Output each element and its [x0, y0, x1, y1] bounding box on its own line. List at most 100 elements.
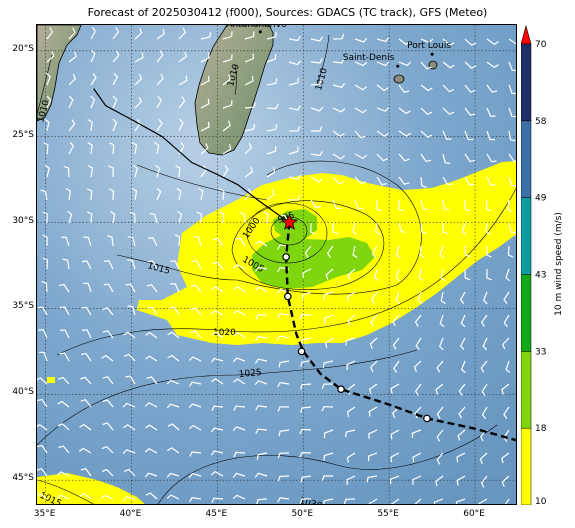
wind-barb	[371, 291, 378, 304]
lon-tick-45: 45°E	[205, 509, 228, 519]
wind-barb	[486, 84, 498, 93]
wind-barb	[464, 153, 476, 163]
wind-barb	[212, 238, 224, 247]
wind-barb	[288, 35, 301, 42]
wind-barb	[482, 337, 488, 351]
wind-barb	[254, 286, 268, 293]
wind-barb	[222, 120, 231, 132]
wind-barb	[37, 444, 48, 454]
wind-barb	[288, 194, 301, 201]
reunion-island	[393, 74, 405, 84]
forecast-position-4[interactable]	[337, 385, 345, 393]
forecast-position-3[interactable]	[297, 347, 306, 356]
wind-barb	[390, 452, 400, 463]
wind-barb	[263, 211, 269, 224]
colorbar-tick-58: 58	[535, 117, 547, 127]
wind-barb	[277, 381, 290, 388]
wind-barb	[266, 78, 278, 86]
wind-barb	[80, 468, 92, 477]
wind-barb	[501, 383, 510, 395]
wind-barb	[368, 383, 378, 395]
wind-barb	[144, 472, 158, 478]
wind-barb	[300, 383, 312, 390]
storm-center-star[interactable]	[280, 213, 299, 230]
wind-area-33	[252, 235, 375, 289]
wind-barb	[310, 106, 324, 112]
wind-barb	[420, 84, 433, 92]
wind-barb	[133, 164, 139, 178]
wind-barb	[86, 188, 93, 201]
wind-barb	[288, 105, 302, 111]
wind-barb	[191, 260, 202, 270]
lat-tick-40: 40°S	[12, 387, 34, 398]
wind-barb	[38, 329, 48, 339]
wind-barb	[244, 53, 254, 63]
wind-barb	[103, 283, 114, 293]
wind-barb	[300, 475, 312, 483]
wind-barb	[102, 330, 114, 339]
wind-barb	[442, 38, 455, 46]
wind-barb	[233, 451, 246, 458]
wind-barb	[68, 27, 76, 40]
wind-barb	[56, 471, 70, 477]
wind-barb	[101, 468, 114, 477]
colorbar-tick-49: 49	[535, 194, 547, 204]
wind-barb	[332, 33, 345, 40]
wind-barb	[508, 38, 516, 45]
wind-barb	[310, 78, 322, 86]
wind-barb	[398, 153, 410, 162]
wind-barb	[288, 174, 302, 180]
wind-barb	[232, 494, 246, 500]
wind-barb	[324, 337, 334, 349]
wind-barb	[80, 352, 92, 362]
wind-barb	[167, 354, 180, 362]
forecast-position-5[interactable]	[423, 414, 431, 423]
wind-barb	[323, 291, 334, 300]
wind-barb	[108, 188, 115, 201]
wind-barb	[87, 142, 93, 155]
wind-barb	[244, 31, 255, 40]
wind-barb	[354, 84, 367, 91]
wind-barb	[170, 283, 180, 293]
wind-barb	[366, 475, 378, 483]
wind-barb	[436, 406, 444, 419]
wind-barb	[442, 61, 455, 69]
wind-barb	[39, 351, 48, 362]
wind-barb	[352, 222, 358, 236]
wind-barb	[442, 153, 451, 164]
wind-barb	[79, 492, 92, 500]
wind-barb	[507, 199, 513, 212]
colorbar-segment-58-70	[521, 43, 532, 122]
isobar-1020	[56, 188, 516, 356]
wind-barb	[59, 329, 70, 339]
wind-barb	[211, 378, 224, 385]
isobar-1000	[246, 202, 328, 264]
wind-barb	[508, 107, 516, 118]
wind-barb	[188, 424, 202, 431]
wind-barb	[169, 306, 180, 316]
wind-barb	[464, 107, 476, 116]
wind-barb	[440, 291, 446, 305]
wind-barb	[368, 429, 378, 439]
wind-barb	[170, 260, 180, 270]
wind-barb	[411, 429, 422, 439]
colorbar-tick-33: 33	[535, 347, 546, 357]
wind-barb	[376, 153, 389, 162]
wind-barb	[345, 429, 356, 438]
wind-barb	[414, 383, 422, 396]
forecast-position-2[interactable]	[284, 292, 292, 301]
wind-barb	[395, 245, 401, 259]
forecast-position-1[interactable]	[282, 253, 290, 261]
map-panel[interactable]: 995 1000 1005 1015 1020 1025 1030 1015 1…	[36, 24, 517, 505]
wind-barb	[90, 26, 97, 40]
wind-barb	[108, 165, 114, 178]
wind-barb	[122, 496, 136, 502]
wind-barb	[420, 176, 427, 188]
wind-barb	[37, 468, 48, 477]
wind-barb	[90, 49, 96, 63]
wind-barb	[45, 72, 51, 86]
wind-barb	[134, 52, 144, 63]
isobar-1025	[37, 349, 418, 446]
wind-barb	[420, 130, 433, 138]
wind-barb	[67, 210, 73, 224]
